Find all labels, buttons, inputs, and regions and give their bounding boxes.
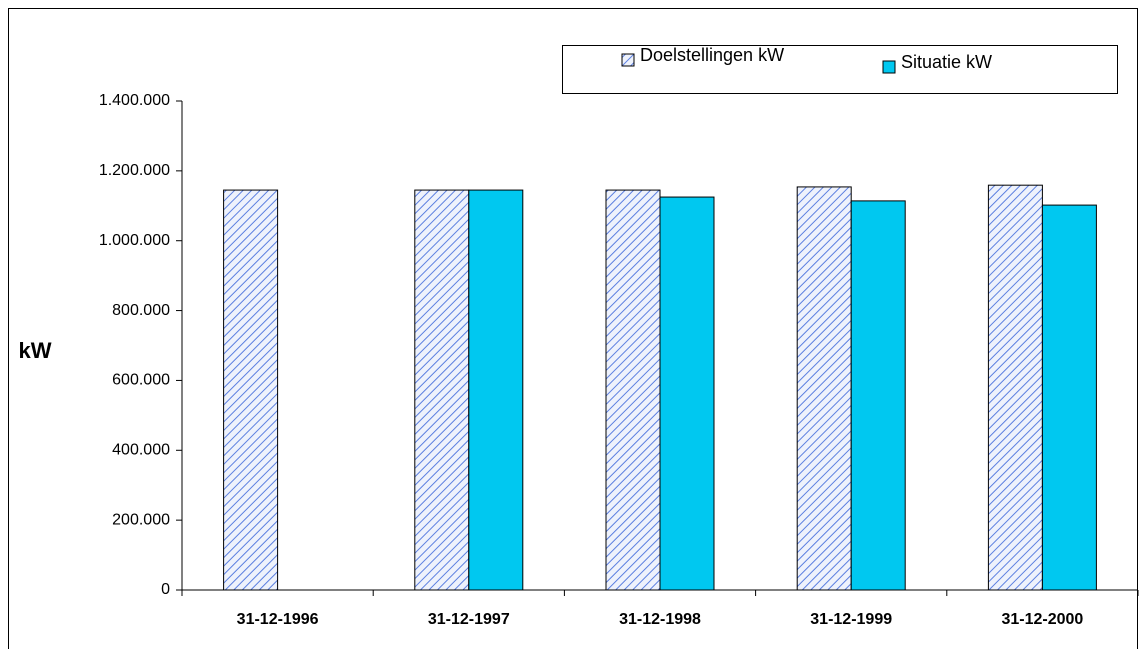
y-tick-label: 200.000: [112, 511, 170, 528]
y-tick-label: 1.400.000: [99, 92, 170, 109]
x-tick-label: 31-12-1997: [428, 611, 510, 628]
x-tick-label: 31-12-1996: [237, 611, 319, 628]
bar: [414, 189, 470, 591]
legend-label: Doelstellingen kW: [640, 45, 784, 65]
legend-swatch: [882, 60, 896, 74]
y-tick-label: 1.200.000: [99, 162, 170, 179]
y-tick-label: 400.000: [112, 442, 170, 459]
x-tick-label: 31-12-2000: [1001, 611, 1083, 628]
legend-label: Situatie kW: [901, 52, 992, 72]
bar: [1041, 204, 1097, 591]
x-tick-label: 31-12-1998: [619, 611, 701, 628]
x-tick-label: 31-12-1999: [810, 611, 892, 628]
y-tick-label: 800.000: [112, 302, 170, 319]
bar: [223, 189, 279, 591]
y-axis-label: kW: [19, 338, 52, 363]
bar: [850, 200, 906, 591]
legend-swatch: [621, 53, 635, 67]
legend-box: [562, 45, 1118, 94]
bar: [796, 186, 852, 591]
y-tick-label: 1.000.000: [99, 232, 170, 249]
bar: [659, 196, 715, 591]
bar: [987, 184, 1043, 591]
chart-frame: [8, 8, 1138, 654]
bar: [605, 189, 661, 591]
bar: [468, 189, 524, 591]
y-tick-label: 600.000: [112, 372, 170, 389]
y-tick-label: 0: [161, 581, 170, 598]
